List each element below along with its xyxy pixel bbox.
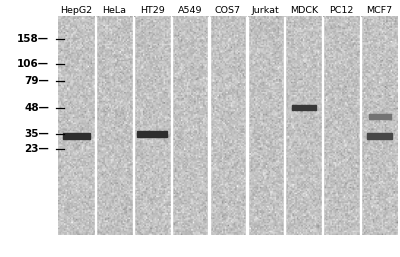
- Bar: [95, 17, 96, 235]
- Text: 158—: 158—: [17, 34, 49, 43]
- Text: 35—: 35—: [24, 128, 49, 139]
- Text: Jurkat: Jurkat: [252, 6, 280, 15]
- Bar: [246, 17, 248, 235]
- Bar: [170, 17, 172, 235]
- Bar: [322, 17, 323, 235]
- Text: HT29: HT29: [140, 6, 164, 15]
- Text: PC12: PC12: [330, 6, 354, 15]
- Text: HeLa: HeLa: [102, 6, 126, 15]
- Bar: [138, 131, 167, 137]
- Text: COS7: COS7: [215, 6, 241, 15]
- Bar: [58, 17, 398, 235]
- Text: HepG2: HepG2: [60, 6, 92, 15]
- Text: 106—: 106—: [17, 59, 49, 69]
- Bar: [292, 105, 316, 110]
- Text: 48—: 48—: [24, 104, 49, 113]
- Text: A549: A549: [178, 6, 202, 15]
- Bar: [208, 17, 210, 235]
- Bar: [360, 17, 361, 235]
- Text: MDCK: MDCK: [290, 6, 318, 15]
- Bar: [369, 114, 391, 118]
- Bar: [367, 133, 392, 139]
- Text: 23—: 23—: [24, 144, 49, 154]
- Bar: [62, 133, 90, 139]
- Bar: [284, 17, 286, 235]
- Text: MCF7: MCF7: [366, 6, 393, 15]
- Text: 79—: 79—: [24, 76, 49, 86]
- Bar: [133, 17, 134, 235]
